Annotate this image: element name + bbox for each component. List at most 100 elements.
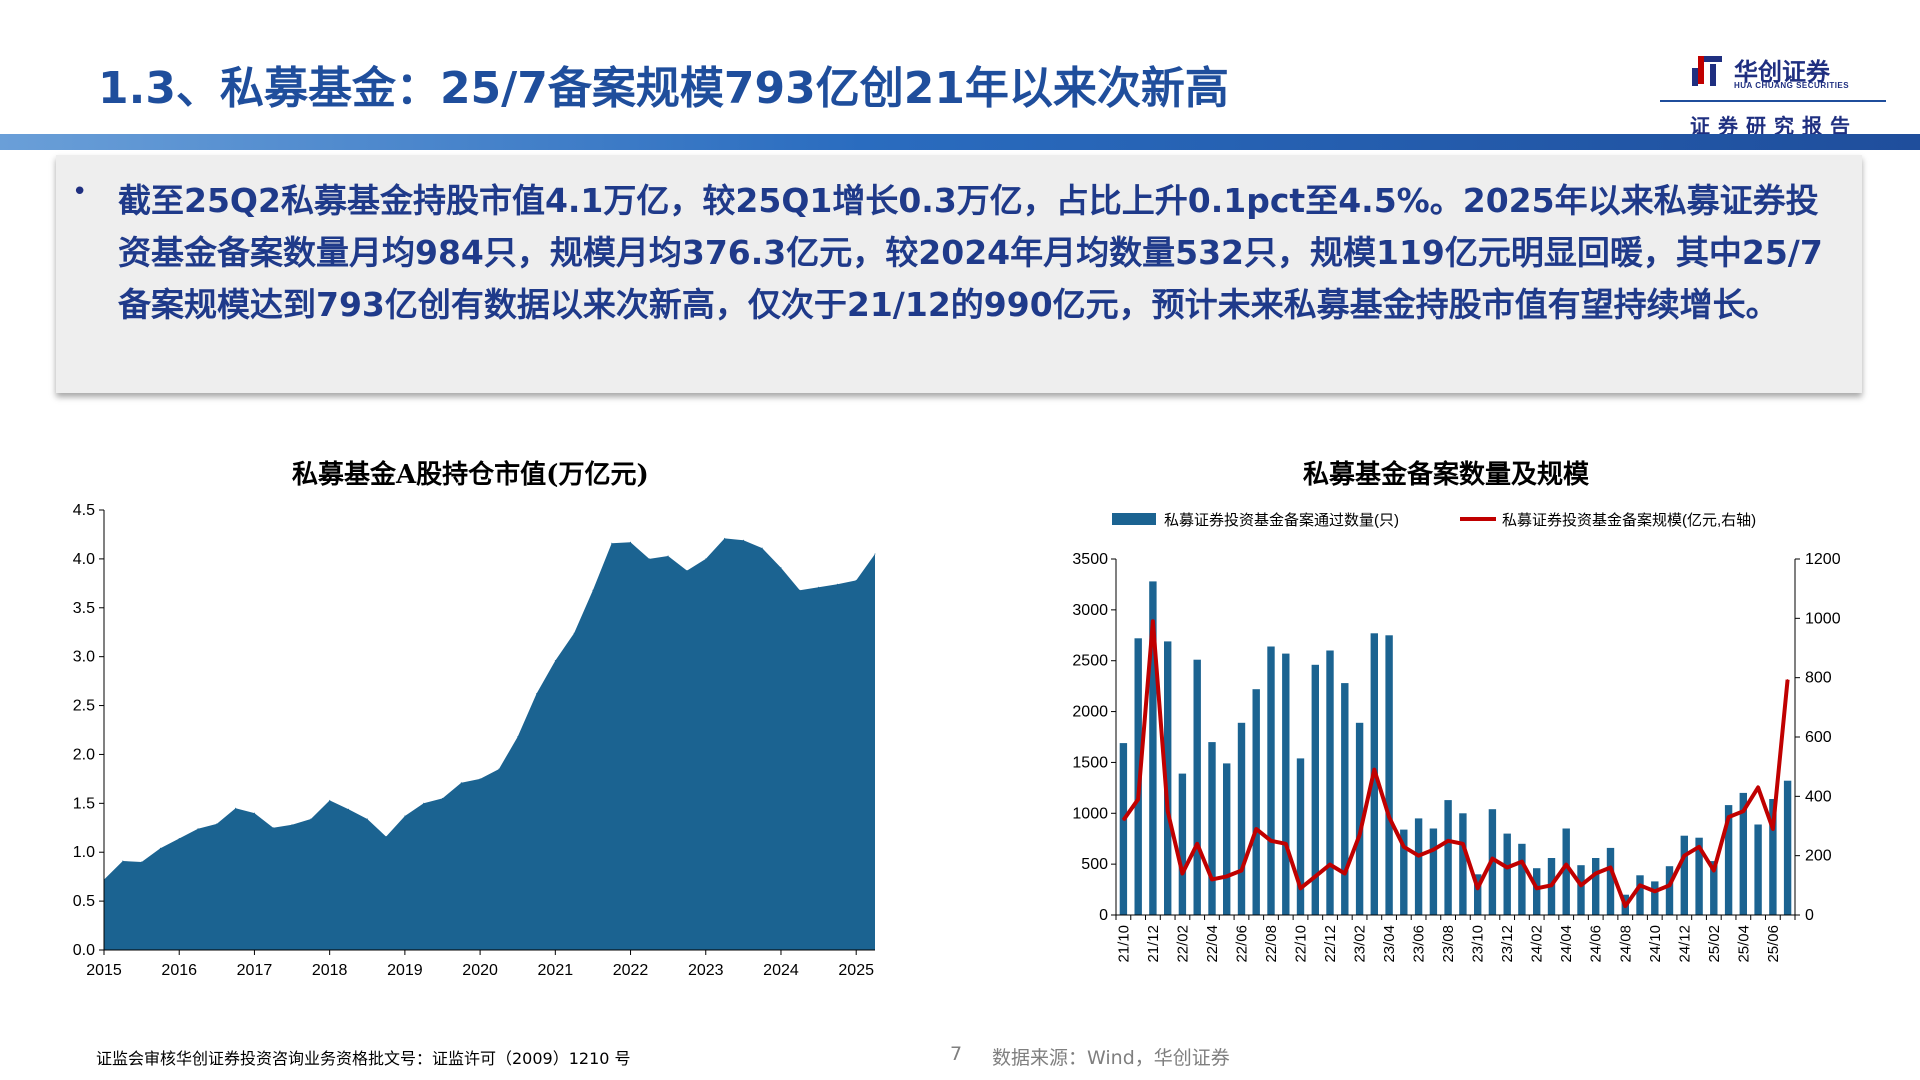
x-tick-label: 21/12 [1145, 925, 1162, 963]
line-series [1121, 619, 1790, 909]
line-point [1388, 816, 1390, 818]
summary-text: 截至25Q2私募基金持股市值4.1万亿，较25Q1增长0.3万亿，占比上升0.1… [118, 181, 1823, 324]
bar [1355, 722, 1364, 915]
line-point [1624, 905, 1626, 907]
line-point [1418, 855, 1420, 857]
line-point [1240, 869, 1243, 872]
bar [1474, 874, 1482, 915]
area-point [122, 860, 124, 862]
header-rule [1660, 100, 1886, 102]
area-point [724, 537, 726, 539]
line-point [1255, 828, 1257, 830]
area-point [442, 797, 443, 799]
bar [1562, 828, 1570, 915]
line-point [1432, 849, 1434, 851]
area-point [611, 542, 613, 544]
y-right-tick-label: 1000 [1805, 610, 1841, 627]
y-tick-label: 2.5 [73, 698, 95, 715]
x-tick-label: 21/10 [1115, 925, 1132, 963]
line-point [1565, 864, 1567, 866]
line-point [1137, 798, 1139, 800]
area-point [742, 539, 744, 541]
area-point [291, 824, 293, 826]
x-tick-label: 23/04 [1381, 925, 1398, 963]
x-tick-label: 24/02 [1529, 925, 1546, 963]
line-point [1536, 887, 1538, 889]
line-point [1477, 887, 1479, 889]
x-tick-label: 22/12 [1322, 925, 1339, 963]
area-point [197, 828, 199, 830]
bar [1400, 829, 1408, 915]
bar [1769, 799, 1777, 915]
line-point [1373, 769, 1375, 771]
line-point [1359, 834, 1361, 836]
summary-box: • 截至25Q2私募基金持股市值4.1万亿，较25Q1增长0.3万亿，占比上升0… [56, 155, 1862, 393]
line-point [1211, 878, 1213, 880]
line-point [1196, 843, 1198, 845]
bar [1459, 813, 1467, 915]
line-point [1344, 872, 1346, 875]
bar [1592, 858, 1600, 915]
y-tick-label: 0.5 [73, 893, 95, 910]
line-point [1713, 869, 1715, 872]
area-point [818, 586, 820, 588]
line-point [1683, 855, 1685, 857]
x-tick-label: 2021 [538, 962, 574, 979]
x-tick-label: 24/10 [1647, 925, 1664, 963]
bar [1414, 818, 1423, 915]
bar [1503, 833, 1511, 915]
line-point [1521, 861, 1523, 863]
y-tick-label: 4.5 [73, 502, 95, 519]
x-tick-label: 22/08 [1263, 925, 1280, 963]
area-point [648, 558, 650, 560]
y-left-tick-label: 2000 [1072, 704, 1108, 721]
y-tick-label: 4.0 [73, 551, 95, 568]
line-point [1757, 786, 1759, 788]
bar [1724, 805, 1733, 915]
bar [1237, 722, 1246, 915]
chart2-title: 私募基金备案数量及规模 [1303, 460, 1590, 490]
x-tick-label: 24/12 [1676, 925, 1693, 963]
line-point [1639, 884, 1641, 886]
area-point [178, 838, 180, 839]
x-tick-label: 23/10 [1470, 925, 1487, 963]
y-left-tick-label: 500 [1081, 856, 1108, 873]
y-right-tick-label: 600 [1805, 729, 1832, 746]
bar [1651, 881, 1659, 915]
line-point [1787, 679, 1789, 681]
area-point [686, 570, 688, 572]
area-point [855, 579, 857, 581]
x-tick-label: 25/06 [1765, 925, 1782, 963]
area-point [310, 818, 312, 820]
area-point [385, 836, 387, 838]
area-point [799, 589, 801, 591]
bar [1149, 581, 1157, 915]
line-point [1772, 828, 1774, 830]
y-right-tick-label: 800 [1805, 670, 1832, 687]
bar [1119, 743, 1128, 915]
bar [1783, 780, 1792, 915]
line-point [1668, 884, 1671, 886]
data-source: 数据来源：Wind，华创证券 [992, 1047, 1230, 1069]
line-point [1270, 840, 1272, 842]
line-point [1167, 810, 1169, 812]
bar [1665, 866, 1674, 915]
x-tick-label: 23/08 [1440, 925, 1457, 963]
line-point [1403, 846, 1405, 848]
bar [1267, 646, 1275, 915]
line-point [1654, 890, 1656, 892]
y-left-tick-label: 1000 [1072, 805, 1108, 822]
area-point [554, 660, 556, 662]
area-point [366, 818, 368, 820]
x-tick-label: 25/02 [1706, 925, 1723, 963]
y-left-tick-label: 3000 [1072, 602, 1108, 619]
chart-holding-value: 0.0 0.5 1.0 1.5 2.0 2.5 3.0 3.5 4.0 4.5 2015 2016 20… [73, 502, 876, 979]
y-left-tick-label: 3500 [1072, 551, 1108, 568]
x-tick-label: 23/02 [1352, 925, 1369, 963]
line-point [1122, 819, 1124, 821]
line-point [1580, 884, 1582, 886]
bar [1444, 800, 1452, 915]
x-tick-label: 2023 [688, 962, 724, 979]
x-tick-label: 2020 [462, 962, 498, 979]
bar [1164, 641, 1172, 915]
